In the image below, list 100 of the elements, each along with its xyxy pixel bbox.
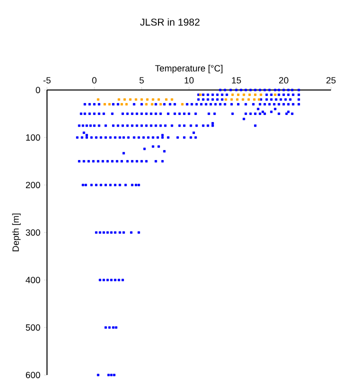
point xyxy=(110,231,113,234)
point xyxy=(176,136,179,139)
point xyxy=(152,98,154,101)
point xyxy=(114,326,118,329)
point xyxy=(287,110,290,114)
point xyxy=(154,124,158,127)
point xyxy=(122,136,125,139)
point xyxy=(280,98,282,101)
point xyxy=(166,136,170,139)
point xyxy=(282,88,285,92)
point xyxy=(164,124,167,127)
point xyxy=(242,118,246,120)
point xyxy=(195,124,198,127)
point xyxy=(262,110,264,114)
point xyxy=(298,88,300,92)
point xyxy=(224,88,226,92)
point xyxy=(142,136,145,139)
point xyxy=(110,278,113,282)
point xyxy=(89,124,92,127)
point xyxy=(98,231,102,234)
point xyxy=(265,98,268,101)
point xyxy=(122,152,125,154)
point xyxy=(90,184,93,186)
point xyxy=(270,98,273,101)
x-tick-label: 25 xyxy=(326,77,336,84)
y-tick-label: 0 xyxy=(36,86,40,94)
point xyxy=(123,98,126,101)
point xyxy=(118,184,122,186)
x-tick-label: 0 xyxy=(92,77,96,84)
y-tick-label: 100 xyxy=(26,134,40,141)
chart-title: JLSR in 1982 xyxy=(140,18,200,26)
point xyxy=(235,88,238,92)
point xyxy=(230,98,233,101)
point xyxy=(118,231,122,234)
point xyxy=(161,134,164,136)
point xyxy=(274,88,276,92)
point xyxy=(84,184,88,186)
point xyxy=(138,136,140,139)
point xyxy=(114,136,116,139)
point xyxy=(298,98,300,101)
point xyxy=(159,124,162,127)
point xyxy=(129,98,132,101)
point xyxy=(240,88,242,92)
point xyxy=(150,124,152,127)
point xyxy=(178,124,181,127)
x-tick-label: 5 xyxy=(140,77,144,84)
point xyxy=(124,184,127,186)
point xyxy=(136,124,138,127)
point xyxy=(90,136,93,139)
y-tick-label: 300 xyxy=(26,229,40,236)
point xyxy=(247,98,250,101)
point xyxy=(104,124,107,127)
point xyxy=(114,184,116,186)
point xyxy=(268,88,271,92)
point xyxy=(206,98,210,101)
point xyxy=(145,124,148,127)
point xyxy=(224,98,228,101)
point xyxy=(249,88,252,92)
point xyxy=(116,124,120,127)
point xyxy=(96,98,100,101)
point xyxy=(114,278,116,282)
point xyxy=(229,88,232,92)
point xyxy=(78,124,80,127)
point xyxy=(138,231,140,234)
point xyxy=(140,98,143,101)
point xyxy=(143,148,146,150)
point xyxy=(190,136,192,139)
point xyxy=(118,136,122,139)
y-axis-title: Depth [m] xyxy=(12,214,21,252)
point xyxy=(100,184,102,186)
y-tick-label: 600 xyxy=(26,372,40,378)
y-tick-label: 400 xyxy=(26,276,40,284)
point xyxy=(104,326,107,329)
point xyxy=(194,136,197,139)
x-axis-title: Temperature [°C] xyxy=(155,64,222,74)
point xyxy=(110,374,113,376)
point xyxy=(146,98,149,101)
point xyxy=(109,184,112,186)
point xyxy=(253,98,256,101)
point xyxy=(132,136,136,139)
point xyxy=(197,98,200,101)
point xyxy=(80,136,84,139)
y-tick-label: 200 xyxy=(26,182,40,188)
point xyxy=(82,124,84,127)
point xyxy=(170,124,174,127)
point xyxy=(138,184,140,186)
x-tick-label: -5 xyxy=(43,77,51,84)
point xyxy=(98,278,102,282)
point xyxy=(114,231,116,234)
point xyxy=(256,108,260,110)
point xyxy=(82,184,84,186)
point xyxy=(170,98,174,101)
point xyxy=(211,124,214,127)
point xyxy=(278,88,280,92)
point xyxy=(152,145,154,148)
point xyxy=(287,88,290,92)
point xyxy=(118,98,120,101)
y-tick-label: 500 xyxy=(26,324,40,331)
point xyxy=(104,136,107,139)
point xyxy=(270,110,273,114)
